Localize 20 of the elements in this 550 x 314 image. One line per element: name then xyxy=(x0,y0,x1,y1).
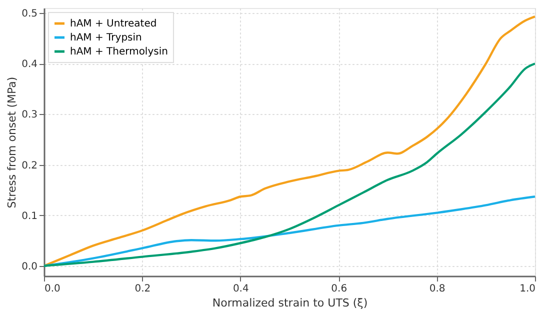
legend-label: hAM + Untreated xyxy=(70,18,157,30)
y-tick-label: 0.3 xyxy=(22,110,38,121)
line-series xyxy=(44,62,535,267)
y-tick-label: 0.1 xyxy=(22,210,38,222)
x-tick-label: 1.0 xyxy=(520,284,536,294)
x-tick-label: 0.4 xyxy=(232,284,249,294)
y-tick-label: 0.5 xyxy=(22,8,38,20)
y-axis-title: Stress from onset (MPa) xyxy=(6,76,19,208)
legend-label: hAM + Thermolysin xyxy=(70,46,168,58)
y-tick-label: 0.2 xyxy=(22,160,38,172)
y-tick-label: 0.4 xyxy=(22,59,38,70)
line-series xyxy=(44,15,535,267)
x-axis-title: Normalized strain to UTS (ξ) xyxy=(212,296,368,310)
y-tick-label: 0.0 xyxy=(22,261,38,272)
x-tick-label: 0.2 xyxy=(134,284,151,294)
x-tick-label: 0.0 xyxy=(44,284,60,294)
legend-label: hAM + Trypsin xyxy=(70,32,142,44)
x-tick-label: 0.8 xyxy=(429,284,446,294)
line-series xyxy=(44,196,535,267)
x-tick-label: 0.6 xyxy=(331,284,348,294)
